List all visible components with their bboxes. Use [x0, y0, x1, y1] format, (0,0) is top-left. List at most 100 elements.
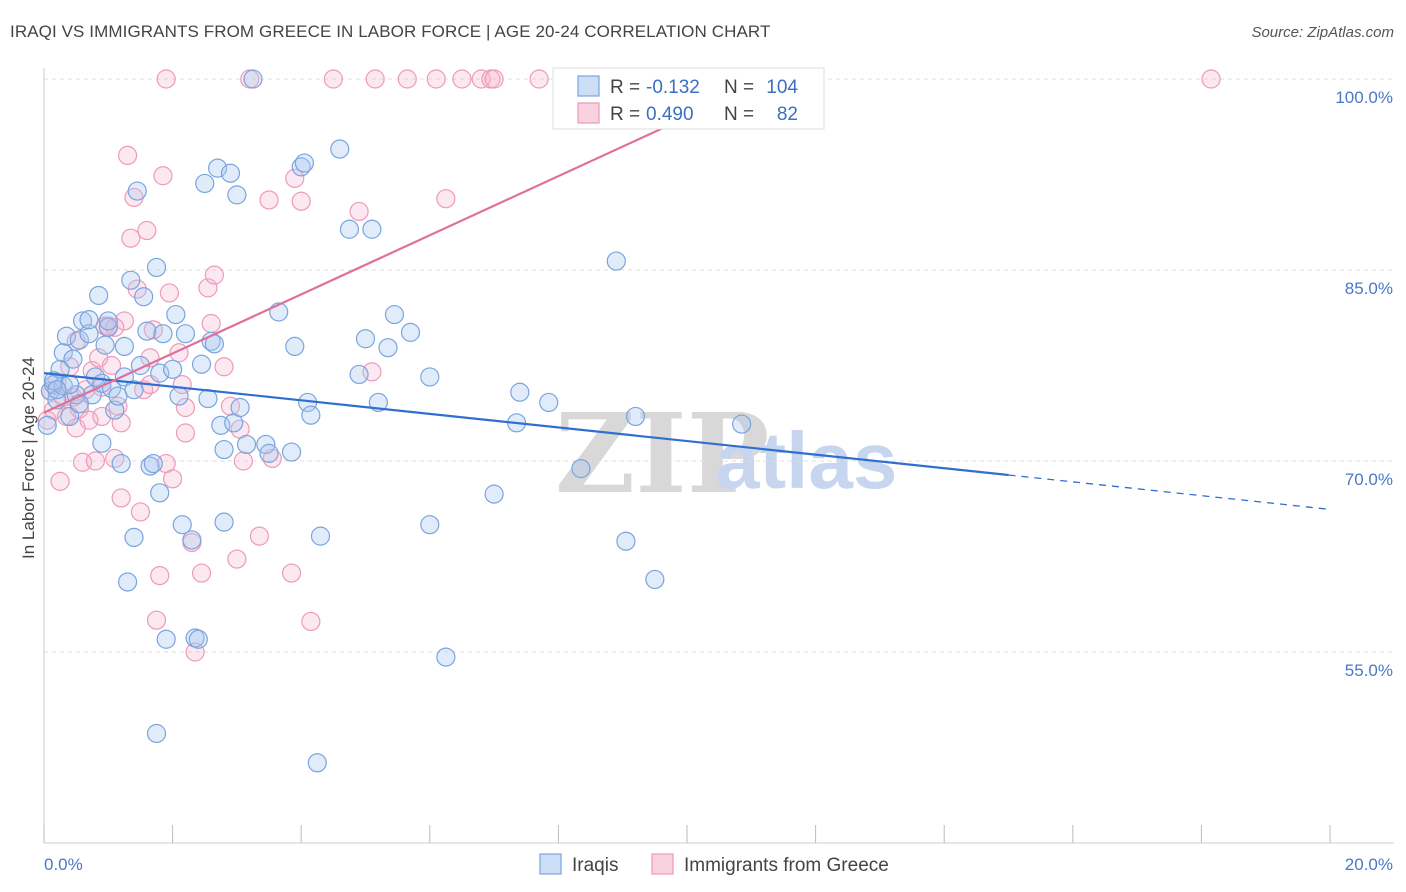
legend-n-label-2: N =: [724, 104, 754, 125]
greece-point: [85, 451, 106, 471]
greece-point: [1201, 69, 1221, 89]
iraqi-point: [47, 380, 67, 400]
iraqi-point: [108, 386, 128, 406]
iraqi-point: [69, 330, 89, 350]
iraqi-point: [307, 753, 327, 773]
gridlines: [44, 78, 1394, 653]
iraqi-point: [281, 442, 302, 462]
iraqi-points: [37, 69, 752, 773]
y-tick-label-100: 100.0%: [1335, 88, 1393, 107]
greece-point: [262, 448, 282, 469]
legend-swatch-greece: [577, 102, 600, 124]
iraqi-point: [191, 354, 212, 374]
iraqi-point: [182, 530, 202, 550]
iraqi-point: [79, 324, 99, 344]
y-tick-labels: 55.0% 70.0% 85.0% 100.0%: [1335, 88, 1393, 680]
chart-title: IRAQI VS IMMIGRANTS FROM GREECE IN LABOR…: [10, 22, 771, 41]
greece-point: [150, 565, 170, 586]
greece-point: [323, 69, 343, 89]
iraqi-point: [114, 336, 134, 356]
iraqi-point: [156, 629, 176, 649]
legend-n-iraqis: 104: [766, 77, 798, 98]
greece-point: [249, 526, 270, 546]
iraqi-point: [301, 405, 321, 425]
iraqi-point: [89, 285, 109, 306]
greece-point: [111, 488, 131, 508]
greece-point: [117, 145, 138, 165]
source-credit: Source: ZipAtlas.com: [1251, 24, 1394, 41]
iraqi-point: [172, 515, 192, 535]
greece-point: [175, 397, 196, 418]
greece-point: [130, 502, 151, 522]
iraqi-point: [420, 515, 440, 535]
y-tick-label-85: 85.0%: [1345, 279, 1393, 298]
y-axis-label: In Labor Force | Age 20-24: [19, 357, 38, 559]
legend-r-label-2: R =: [610, 104, 640, 125]
iraqi-point: [378, 338, 398, 358]
greece-point: [201, 313, 221, 334]
axes: [43, 68, 1394, 844]
greece-point: [397, 69, 417, 89]
iraqi-point: [92, 433, 112, 453]
iraqi-point: [349, 364, 369, 385]
trend-lines: [43, 80, 1331, 511]
iraqi-point: [134, 287, 154, 307]
greece-trend-line: [43, 80, 765, 414]
greece-point: [175, 423, 196, 443]
iraqi-point: [310, 526, 331, 546]
greece-point: [101, 355, 122, 376]
iraqi-point: [539, 392, 559, 413]
watermark-zip: ZIP: [555, 389, 769, 518]
iraqi-point: [169, 386, 189, 406]
greece-point: [191, 563, 212, 583]
iraqi-point: [146, 723, 167, 744]
iraqi-point: [220, 163, 241, 183]
greece-point: [156, 69, 176, 89]
iraqi-point: [214, 512, 234, 532]
iraqi-point: [124, 380, 144, 400]
greece-point: [79, 410, 99, 430]
iraqi-point: [53, 343, 73, 363]
iraqi-point: [166, 304, 186, 325]
iraqi-point: [484, 484, 504, 504]
greece-point: [484, 69, 504, 89]
iraqi-point: [127, 181, 147, 201]
iraqi-point: [111, 453, 131, 474]
bottom-legend-iraqis: Iraqis: [572, 855, 618, 876]
greece-point: [214, 357, 234, 377]
iraqi-point: [188, 629, 208, 649]
greece-point: [204, 265, 224, 285]
top-legend: R = -0.132 N = 104 R = 0.490 N = 82: [552, 67, 825, 130]
iraqi-point: [227, 185, 247, 205]
iraqi-point: [37, 415, 57, 435]
legend-r-iraqis: -0.132: [646, 77, 700, 98]
greece-point: [291, 191, 311, 211]
greece-point: [163, 469, 183, 489]
iraqi-point: [606, 251, 626, 271]
iraqi-point: [163, 359, 183, 379]
greece-point: [137, 220, 157, 241]
greece-point: [301, 611, 321, 632]
greece-point: [349, 201, 369, 222]
legend-swatch-iraqis: [577, 75, 600, 97]
iraqi-point: [510, 382, 530, 402]
iraqi-point: [98, 311, 118, 331]
iraqi-point: [339, 219, 360, 239]
y-tick-label-55: 55.0%: [1345, 661, 1393, 680]
iraqi-point: [571, 459, 591, 479]
iraqi-point: [140, 456, 160, 476]
iraqi-point: [230, 397, 250, 418]
greece-points: [37, 69, 1221, 662]
iraqi-point: [285, 336, 305, 356]
greece-point: [105, 448, 125, 469]
legend-n-greece: 82: [777, 104, 798, 125]
greece-point: [436, 189, 456, 209]
greece-point: [365, 69, 385, 89]
iraqi-point: [400, 322, 421, 342]
iraqi-point: [137, 321, 157, 341]
iraqi-point: [236, 434, 257, 455]
bottom-legend-swatch-greece: [651, 853, 674, 875]
iraqi-point: [355, 329, 376, 349]
iraqi-point: [616, 531, 636, 551]
iraqi-point: [259, 443, 279, 463]
